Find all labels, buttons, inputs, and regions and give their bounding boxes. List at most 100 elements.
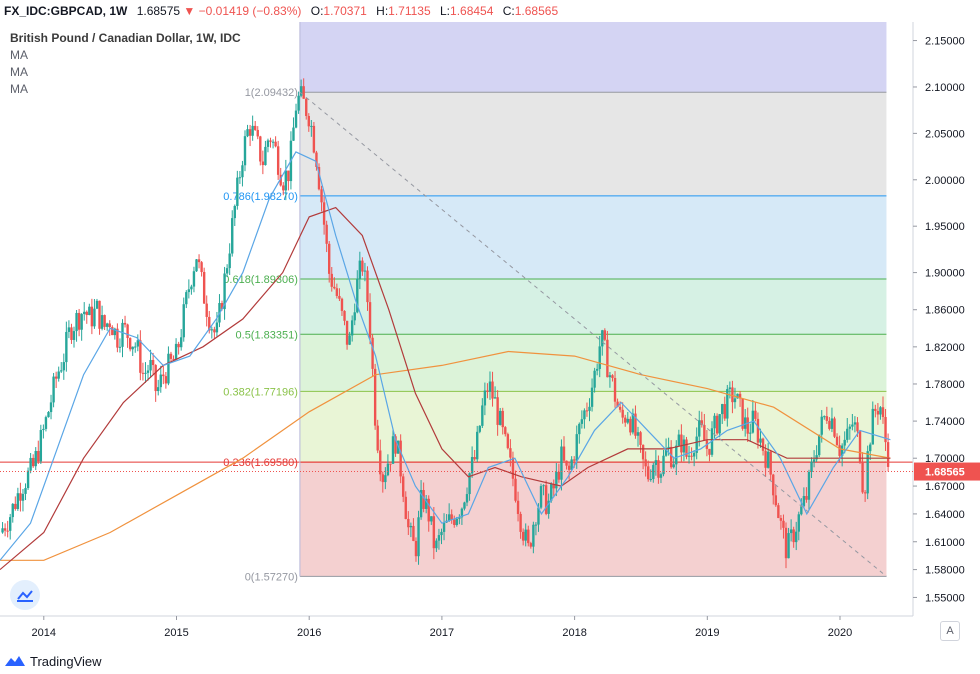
- ma-legend-2[interactable]: MA: [10, 65, 28, 79]
- candle-body: [276, 146, 280, 175]
- candle-body: [338, 295, 341, 299]
- candle-body: [879, 407, 882, 415]
- candle-body: [358, 260, 362, 279]
- candle-body: [215, 322, 219, 333]
- candle-body: [486, 390, 489, 392]
- candle-body: [126, 324, 129, 339]
- high-value: 1.71135: [388, 4, 431, 18]
- candle-body: [557, 471, 561, 480]
- candle-body: [800, 506, 803, 515]
- fib-level-label: 0.236(1.69580): [223, 457, 298, 469]
- candle-body: [409, 525, 413, 528]
- fib-level-label: 0.5(1.83351): [236, 329, 298, 341]
- candle-body: [67, 327, 71, 332]
- price-tick-label: 1.67000: [925, 481, 965, 493]
- candle-body: [644, 459, 647, 467]
- candle-body: [453, 519, 456, 525]
- candle-body: [603, 330, 607, 340]
- candle-body: [817, 434, 821, 456]
- candle-body: [567, 465, 571, 470]
- candle-body: [542, 485, 545, 487]
- candle-body: [631, 413, 635, 433]
- fib-band: [299, 279, 887, 335]
- candle-body: [830, 418, 834, 429]
- candle-body: [715, 415, 719, 434]
- candle-body: [93, 308, 96, 327]
- price-tick-label: 1.95000: [925, 221, 965, 233]
- candle-body: [812, 459, 816, 462]
- candle-body: [151, 359, 155, 366]
- candle-body: [690, 455, 693, 457]
- candle-body: [664, 448, 668, 456]
- candle-body: [52, 376, 55, 403]
- fib-level-label: 0.786(1.98270): [223, 191, 298, 203]
- candle-body: [287, 170, 290, 182]
- candle-body: [34, 450, 37, 467]
- candle-body: [848, 426, 852, 429]
- candle-body: [157, 387, 160, 392]
- candle-body: [394, 436, 397, 454]
- candle-body: [682, 439, 686, 453]
- candle-body: [236, 177, 239, 206]
- candle-body: [162, 374, 165, 377]
- candle-body: [468, 473, 471, 495]
- candle-body: [861, 461, 864, 493]
- candle-body: [532, 524, 535, 547]
- candle-body: [766, 451, 770, 468]
- price-tick-label: 1.90000: [925, 268, 965, 280]
- time-tick-label: 2020: [828, 627, 852, 639]
- candle-body: [593, 370, 596, 388]
- candle-body: [654, 460, 658, 465]
- last-price-tag[interactable]: [914, 462, 980, 481]
- candle-body: [29, 457, 32, 471]
- fib-band: [299, 334, 887, 392]
- candle-body: [419, 490, 423, 518]
- candle-body: [700, 420, 703, 425]
- candle-body: [598, 346, 601, 369]
- candle-body: [299, 86, 303, 96]
- candle-body: [759, 438, 762, 443]
- candle-body: [856, 422, 859, 432]
- price-tick-label: 1.64000: [925, 509, 965, 521]
- candle-body: [440, 531, 443, 536]
- candle-body: [511, 457, 515, 479]
- candle-body: [881, 407, 885, 418]
- candle-body: [430, 516, 433, 522]
- candle-body: [435, 540, 438, 549]
- candle-body: [31, 457, 35, 467]
- ma-legend-1[interactable]: MA: [10, 48, 28, 62]
- ma-legend-3[interactable]: MA: [10, 82, 28, 96]
- candle-body: [26, 470, 30, 489]
- candle-body: [624, 417, 627, 423]
- time-tick-label: 2016: [297, 627, 321, 639]
- axes[interactable]: 2.15000 2.10000 2.05000 2.00000 1.95000 1.900…: [0, 22, 980, 639]
- candle-body: [772, 474, 775, 496]
- symbol-name[interactable]: FX_IDC:GBPCAD, 1W: [4, 4, 128, 18]
- candle-body: [595, 368, 599, 371]
- candle-body: [738, 393, 742, 399]
- brand-name[interactable]: TradingView: [30, 654, 102, 669]
- tradingview-logo-icon[interactable]: [4, 653, 26, 673]
- candle-body: [315, 152, 318, 167]
- candle-body: [488, 381, 492, 392]
- candle-body: [657, 460, 660, 478]
- candle-body: [345, 320, 349, 345]
- auto-scale-button[interactable]: A: [940, 621, 960, 641]
- candle-body: [373, 368, 377, 426]
- candle-body: [504, 427, 507, 435]
- candle-body: [853, 422, 857, 425]
- candle-body: [876, 410, 880, 415]
- candle-body: [565, 460, 568, 466]
- candle-body: [506, 434, 510, 449]
- dashed-trend-line[interactable]: [299, 91, 887, 577]
- price-tick-label: 1.86000: [925, 305, 965, 317]
- candle-body: [641, 444, 645, 460]
- fibonacci-retracement[interactable]: 1(2.09432) 0.786(1.98270) 0.618(1.89306) 0.…: [0, 22, 913, 583]
- price-tick-label: 2.15000: [925, 36, 965, 48]
- cloud-icon[interactable]: [10, 580, 40, 610]
- ma-mid-line: [0, 206, 891, 571]
- trend-line[interactable]: [299, 91, 887, 577]
- ma-fast-line: [0, 151, 891, 561]
- time-tick-label: 2017: [430, 627, 454, 639]
